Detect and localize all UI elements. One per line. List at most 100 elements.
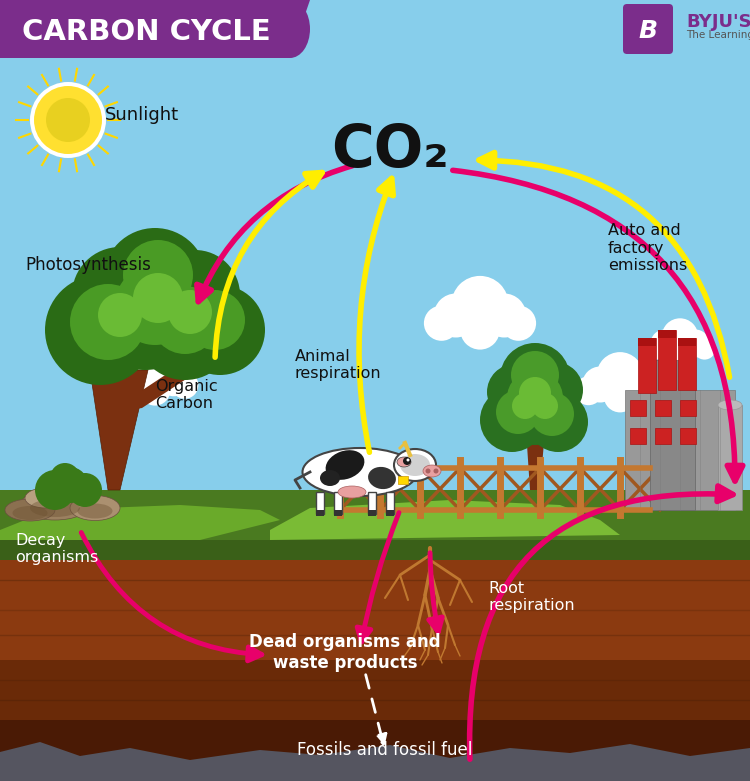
Ellipse shape [338, 486, 366, 498]
Polygon shape [0, 0, 310, 58]
Bar [334, 492, 342, 514]
Circle shape [35, 470, 75, 510]
Circle shape [460, 310, 500, 350]
Text: BYJU'S: BYJU'S [686, 13, 750, 31]
Polygon shape [0, 742, 750, 781]
Circle shape [103, 228, 207, 332]
Circle shape [433, 294, 478, 337]
Circle shape [133, 348, 177, 393]
Circle shape [46, 98, 90, 142]
Bar [650, 360, 695, 510]
Polygon shape [0, 660, 750, 720]
FancyBboxPatch shape [623, 4, 673, 54]
Circle shape [70, 284, 146, 360]
Circle shape [175, 285, 265, 375]
Circle shape [452, 276, 509, 333]
Circle shape [50, 463, 80, 493]
Bar [680, 400, 696, 416]
Bar [658, 330, 676, 338]
Circle shape [532, 393, 558, 419]
Ellipse shape [397, 457, 411, 467]
Circle shape [157, 362, 190, 396]
Bar [386, 510, 394, 516]
Circle shape [34, 86, 102, 154]
Circle shape [171, 372, 198, 399]
Text: Dead organisms and
waste products: Dead organisms and waste products [249, 633, 441, 672]
Circle shape [123, 240, 193, 310]
Bar [386, 492, 394, 514]
Text: B: B [638, 19, 658, 43]
Text: Photosynthesis: Photosynthesis [25, 256, 151, 274]
Circle shape [72, 247, 168, 343]
Circle shape [140, 375, 170, 405]
Text: Organic
Carbon: Organic Carbon [155, 379, 218, 411]
Bar [678, 338, 696, 390]
Circle shape [662, 319, 698, 355]
Circle shape [501, 305, 536, 341]
Circle shape [622, 366, 658, 402]
Circle shape [85, 250, 205, 370]
FancyArrowPatch shape [429, 553, 442, 632]
Polygon shape [0, 720, 750, 760]
Circle shape [135, 280, 235, 380]
Bar [398, 476, 408, 484]
Polygon shape [0, 490, 750, 560]
Circle shape [480, 388, 544, 452]
Circle shape [604, 380, 636, 412]
Circle shape [406, 458, 410, 462]
Circle shape [495, 365, 575, 445]
Circle shape [511, 351, 559, 399]
FancyArrowPatch shape [470, 486, 733, 759]
FancyArrowPatch shape [479, 152, 730, 377]
Polygon shape [0, 540, 750, 560]
Bar [655, 428, 671, 444]
FancyArrowPatch shape [359, 178, 393, 452]
Circle shape [30, 82, 106, 158]
Text: CO₂: CO₂ [332, 122, 448, 179]
Circle shape [500, 343, 570, 413]
Circle shape [637, 376, 666, 405]
Polygon shape [0, 0, 750, 510]
Circle shape [668, 340, 692, 366]
Ellipse shape [368, 467, 396, 489]
Ellipse shape [77, 504, 112, 519]
Text: Sunlight: Sunlight [105, 106, 179, 124]
Circle shape [52, 467, 88, 503]
Circle shape [424, 305, 459, 341]
Circle shape [507, 370, 563, 426]
Circle shape [574, 376, 603, 405]
Bar [638, 338, 656, 346]
Polygon shape [0, 505, 280, 540]
Circle shape [45, 275, 155, 385]
Bar [316, 492, 324, 514]
Circle shape [693, 337, 715, 359]
Ellipse shape [30, 499, 80, 517]
Polygon shape [270, 500, 620, 540]
Circle shape [519, 377, 551, 409]
Circle shape [133, 273, 183, 323]
Text: Fossils and fossil fuel: Fossils and fossil fuel [297, 741, 472, 759]
Circle shape [528, 392, 588, 452]
Circle shape [682, 330, 710, 358]
Ellipse shape [326, 450, 364, 480]
Bar [368, 492, 376, 514]
FancyArrowPatch shape [215, 173, 322, 357]
Polygon shape [90, 350, 148, 490]
Ellipse shape [20, 490, 90, 520]
Ellipse shape [394, 449, 436, 481]
Ellipse shape [70, 495, 120, 520]
Circle shape [644, 337, 667, 359]
Circle shape [650, 330, 679, 358]
Text: Animal
respiration: Animal respiration [295, 348, 382, 381]
FancyArrowPatch shape [196, 166, 352, 301]
Bar [368, 510, 376, 516]
Circle shape [403, 457, 411, 465]
Circle shape [425, 469, 430, 473]
Text: Auto and
factory
emissions: Auto and factory emissions [608, 223, 687, 273]
Circle shape [98, 293, 142, 337]
Text: The Learning App: The Learning App [686, 30, 750, 40]
FancyArrowPatch shape [357, 512, 399, 642]
Circle shape [68, 473, 102, 507]
Circle shape [530, 392, 574, 436]
Circle shape [596, 352, 644, 399]
